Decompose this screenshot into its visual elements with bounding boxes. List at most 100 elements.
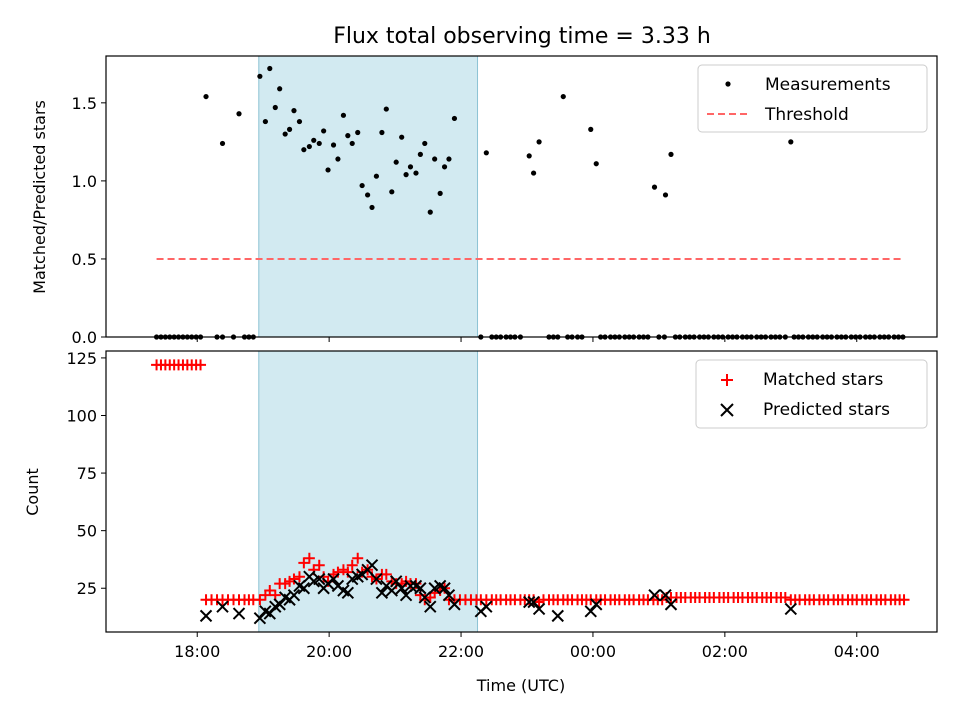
measurement-point-60 (451, 115, 458, 122)
measurement-point-44 (373, 173, 380, 179)
predicted-point-12 (297, 582, 311, 595)
predicted-point-36 (414, 582, 427, 595)
predicted-point-33 (399, 588, 413, 602)
matched-point-47 (380, 568, 392, 580)
matched-point-155 (898, 594, 910, 606)
predicted-point-54 (664, 598, 678, 611)
measurement-point-32 (316, 140, 322, 147)
top-x-ticks (196, 337, 858, 342)
xtick-label-2: 22:00 (438, 642, 484, 661)
measurement-point-21 (262, 118, 268, 125)
matched-point-130 (779, 591, 791, 603)
matched-point-31 (303, 552, 315, 564)
measurement-point-50 (403, 172, 409, 178)
measurement-point-71 (530, 170, 537, 176)
measurement-point-25 (282, 131, 288, 137)
predicted-point-27 (370, 572, 383, 586)
measurement-point-49 (399, 134, 405, 140)
xtick-label-0: 18:00 (174, 642, 220, 661)
measurement-point-28 (296, 118, 303, 125)
predicted-point-38 (424, 600, 437, 613)
bottom-y-ticks: 25 50 75 100 125 (66, 349, 106, 598)
predicted-point-10 (287, 588, 301, 602)
top-ytick-label-2: 1.0 (72, 172, 97, 191)
measurement-point-29 (301, 147, 307, 153)
top-legend: Measurements Threshold (697, 64, 928, 133)
measurement-point-37 (340, 112, 347, 118)
predicted-point-32 (395, 582, 408, 595)
measurement-point-54 (422, 140, 428, 147)
measurement-point-38 (345, 133, 351, 139)
measurement-point-35 (330, 142, 337, 148)
predicted-point-55 (784, 602, 798, 616)
measurement-point-33 (321, 128, 327, 134)
top-panel: 0.0 0.5 1.0 1.5 Matched/Predicted stars Mea… (30, 55, 938, 347)
legend-measurements-marker (725, 81, 731, 87)
top-ytick-label-3: 1.5 (72, 94, 97, 113)
bottom-ytick-label-3: 100 (66, 406, 97, 425)
measurement-point-72 (536, 139, 542, 145)
matched-point-41 (352, 552, 364, 564)
legend-predicted-marker (720, 403, 734, 417)
predicted-point-34 (404, 579, 417, 593)
legend-matched-marker (721, 374, 733, 386)
chart-title: Flux total observing time = 3.33 h (333, 24, 711, 49)
measurement-point-26 (286, 126, 293, 132)
measurement-point-40 (355, 129, 361, 136)
measurement-point-16 (236, 111, 242, 117)
measurement-point-31 (311, 137, 317, 143)
bottom-panel: 25 50 75 100 125 18:00 20:00 22:00 00:00 02:00 04… (23, 349, 938, 695)
matched-point-33 (313, 559, 325, 571)
legend-measurements-label: Measurements (765, 75, 891, 95)
legend-predicted-label: Predicted stars (763, 400, 890, 420)
predicted-point-28 (375, 586, 389, 600)
predicted-point-48 (532, 602, 546, 616)
bottom-legend-box (695, 359, 928, 429)
bottom-ytick-label-0: 25 (77, 579, 97, 598)
bottom-axes-frame (105, 350, 938, 633)
predicted-point-0 (199, 609, 213, 623)
legend-threshold-label: Threshold (764, 105, 849, 125)
top-y-ticks: 0.0 0.5 1.0 1.5 (72, 94, 106, 347)
measurement-point-53 (417, 151, 423, 157)
predicted-point-26 (365, 558, 379, 572)
predicted-point-46 (522, 595, 536, 609)
x-axis-label: Time (UTC) (476, 676, 565, 695)
matched-point-10 (195, 359, 207, 371)
predicted-point-50 (584, 605, 597, 618)
measurement-point-43 (369, 204, 375, 211)
predicted-point-7 (273, 598, 286, 611)
predicted-point-30 (385, 584, 399, 597)
measurement-point-52 (413, 170, 419, 176)
bottom-legend: Matched stars Predicted stars (695, 359, 928, 429)
measurement-point-97 (662, 192, 669, 198)
measurement-point-30 (306, 143, 312, 150)
measurement-point-70 (526, 153, 532, 159)
measurement-point-11 (203, 93, 209, 100)
measurement-point-27 (291, 108, 297, 114)
predicted-point-5 (263, 607, 276, 620)
predicted-point-18 (327, 572, 340, 586)
measurement-point-82 (593, 161, 599, 167)
measurement-point-57 (437, 190, 443, 196)
predicted-point-42 (442, 588, 456, 602)
measurement-point-51 (407, 164, 414, 170)
matched-point-40 (346, 559, 358, 571)
measurement-point-14 (219, 140, 226, 147)
xtick-label-4: 02:00 (702, 642, 748, 661)
predicted-point-52 (648, 588, 661, 602)
predicted-point-1 (216, 600, 229, 613)
measurement-point-48 (393, 159, 399, 165)
bottom-ytick-label-1: 50 (77, 522, 97, 541)
measurement-point-46 (383, 106, 389, 112)
measurement-point-34 (325, 167, 331, 173)
measurement-point-24 (277, 86, 283, 92)
measurement-point-47 (389, 189, 395, 195)
bottom-ytick-label-2: 75 (77, 464, 97, 483)
bottom-x-ticks: 18:00 20:00 22:00 00:00 02:00 04:00 (174, 632, 880, 661)
measurement-point-20 (257, 73, 263, 79)
measurement-point-42 (365, 192, 371, 198)
predicted-point-45 (480, 600, 493, 613)
